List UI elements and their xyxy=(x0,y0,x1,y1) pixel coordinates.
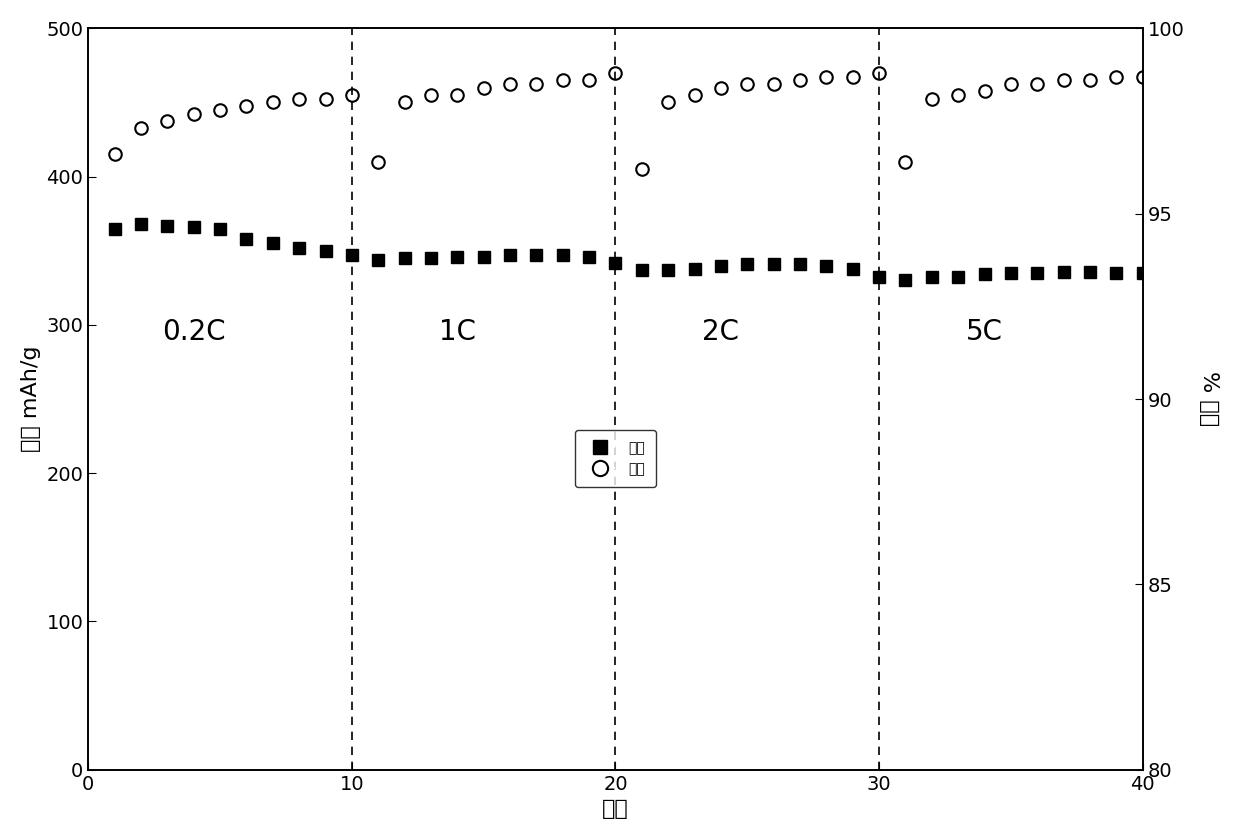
Text: 5C: 5C xyxy=(966,318,1003,346)
Text: 2C: 2C xyxy=(702,318,739,346)
Legend: 容量, 效率: 容量, 效率 xyxy=(575,430,656,487)
Y-axis label: % 效率: % 效率 xyxy=(1199,371,1219,427)
Text: 0.2C: 0.2C xyxy=(162,318,226,346)
Text: 1C: 1C xyxy=(439,318,476,346)
X-axis label: 循环: 循环 xyxy=(603,799,629,819)
Y-axis label: 容量 mAh/g: 容量 mAh/g xyxy=(21,346,41,452)
